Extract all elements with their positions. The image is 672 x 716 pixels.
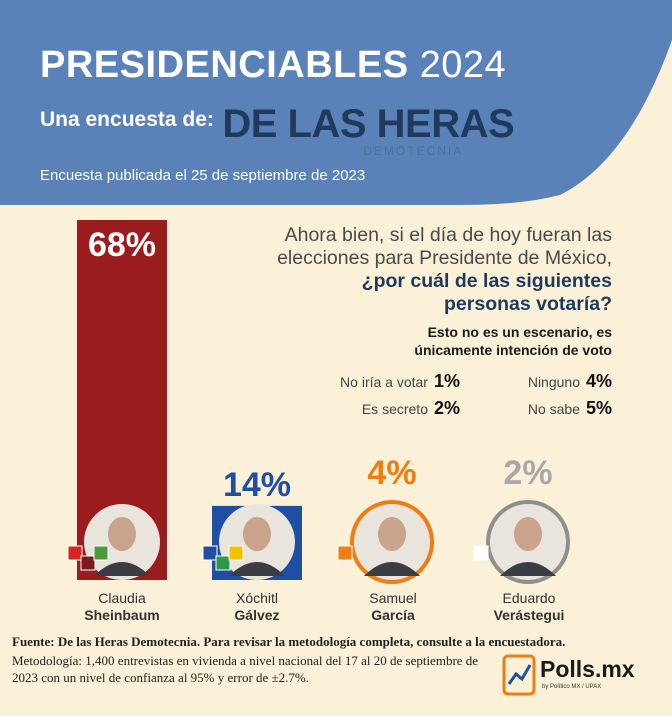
shoulders-shape bbox=[94, 562, 150, 576]
other-pct: 4% bbox=[585, 371, 612, 391]
other-es-secreto: Es secreto 2% bbox=[362, 398, 460, 419]
face-shape bbox=[378, 517, 406, 551]
candidate-name-2: Xóchitl Gálvez bbox=[192, 590, 322, 624]
question-line-4: personas votaría? bbox=[444, 293, 612, 315]
party-logo bbox=[228, 545, 244, 561]
candidate-last-name: Verástegui bbox=[493, 607, 565, 623]
note-line-1: Esto no es un escenario, es bbox=[427, 324, 612, 340]
shoulders-shape bbox=[229, 562, 285, 576]
other-label: Es secreto bbox=[361, 401, 428, 417]
note-line-2: únicamente intención de voto bbox=[414, 342, 612, 358]
pollster-row: Una encuesta de: DE LAS HERAS DEMOTECNIA bbox=[40, 102, 515, 158]
pollster-logo-sub: DEMOTECNIA bbox=[363, 144, 464, 158]
logo-byline: by Político MX / UPAX bbox=[542, 684, 602, 690]
value-label: 68% bbox=[88, 226, 156, 264]
source-note: Fuente: De las Heras Demotecnia. Para re… bbox=[12, 634, 566, 649]
header-banner: PRESIDENCIABLES 2024 Una encuesta de: DE… bbox=[0, 0, 672, 205]
page-title: PRESIDENCIABLES 2024 bbox=[40, 44, 506, 87]
methodology-note: Metodología: 1,400 entrevistas en vivien… bbox=[12, 653, 479, 685]
subtitle: Una encuesta de: bbox=[40, 108, 214, 131]
header-background bbox=[0, 0, 672, 205]
candidate-first-name: Eduardo bbox=[502, 590, 556, 606]
party-logo bbox=[80, 555, 96, 571]
other-label: Ninguno bbox=[527, 374, 580, 390]
title-main: PRESIDENCIABLES bbox=[40, 44, 409, 86]
party-logo bbox=[67, 545, 83, 561]
value-label: 2% bbox=[503, 454, 552, 492]
other-pct: 2% bbox=[433, 398, 460, 418]
title-year: 2024 bbox=[419, 44, 507, 86]
face-shape bbox=[108, 517, 136, 551]
other-no-sabe: No sabe 5% bbox=[528, 398, 612, 419]
other-label: No iría a votar bbox=[340, 374, 428, 390]
candidate-bar-group: 14% bbox=[202, 466, 302, 580]
scenario-note: Esto no es un escenario, es únicamente i… bbox=[292, 323, 612, 359]
survey-question: Ahora bien, si el día de hoy fueran las … bbox=[172, 224, 612, 316]
party-logo bbox=[215, 555, 231, 571]
candidate-first-name: Samuel bbox=[369, 590, 417, 606]
face-shape bbox=[243, 517, 271, 551]
candidate-last-name: Sheinbaum bbox=[84, 607, 160, 623]
polls-mx-logo: Polls.mx by Político MX / UPAX bbox=[502, 654, 662, 704]
footer: Fuente: De las Heras Demotecnia. Para re… bbox=[12, 634, 672, 686]
candidate-last-name: Gálvez bbox=[234, 607, 280, 623]
candidate-bar-group: 2% bbox=[473, 454, 570, 584]
value-label: 14% bbox=[223, 466, 291, 504]
other-pct: 1% bbox=[433, 371, 460, 391]
other-no-iria-votar: No iría a votar 1% bbox=[340, 371, 460, 392]
candidate-first-name: Xóchitl bbox=[235, 590, 279, 606]
pollster-logo-main: DE LAS HERAS bbox=[222, 102, 515, 146]
candidate-name-3: Samuel García bbox=[328, 590, 458, 624]
other-ninguno: Ninguno 4% bbox=[528, 371, 612, 392]
pollster-logo: DE LAS HERAS DEMOTECNIA bbox=[222, 102, 514, 158]
question-line-1: Ahora bien, si el día de hoy fueran las bbox=[284, 224, 612, 246]
shoulders-shape bbox=[364, 562, 420, 576]
value-label: 4% bbox=[367, 454, 416, 492]
party-logo bbox=[473, 545, 489, 561]
party-logo bbox=[202, 545, 218, 561]
logo-name: Polls.mx bbox=[540, 656, 635, 682]
candidate-name-1: Claudia Sheinbaum bbox=[57, 590, 187, 624]
other-pct: 5% bbox=[585, 398, 612, 418]
candidate-first-name: Claudia bbox=[98, 590, 146, 606]
other-label: No sabe bbox=[527, 401, 580, 417]
candidate-bar-group: 68% bbox=[67, 220, 167, 580]
candidate-last-name: García bbox=[371, 607, 415, 623]
question-line-2: elecciones para Presidente de México, bbox=[277, 247, 612, 269]
publication-date: Encuesta publicada el 25 de septiembre d… bbox=[40, 167, 366, 184]
chart-trend-icon bbox=[502, 654, 536, 696]
shoulders-shape bbox=[500, 562, 556, 576]
question-line-3: ¿por cuál de las siguientes bbox=[361, 270, 612, 292]
party-logo bbox=[93, 545, 109, 561]
face-shape bbox=[514, 517, 542, 551]
candidate-bar-group: 4% bbox=[337, 454, 434, 584]
candidate-name-4: Eduardo Verástegui bbox=[464, 590, 594, 624]
vote-intention-chart: 68% 14% 4% 2% bbox=[67, 220, 570, 584]
party-logo bbox=[337, 545, 353, 561]
